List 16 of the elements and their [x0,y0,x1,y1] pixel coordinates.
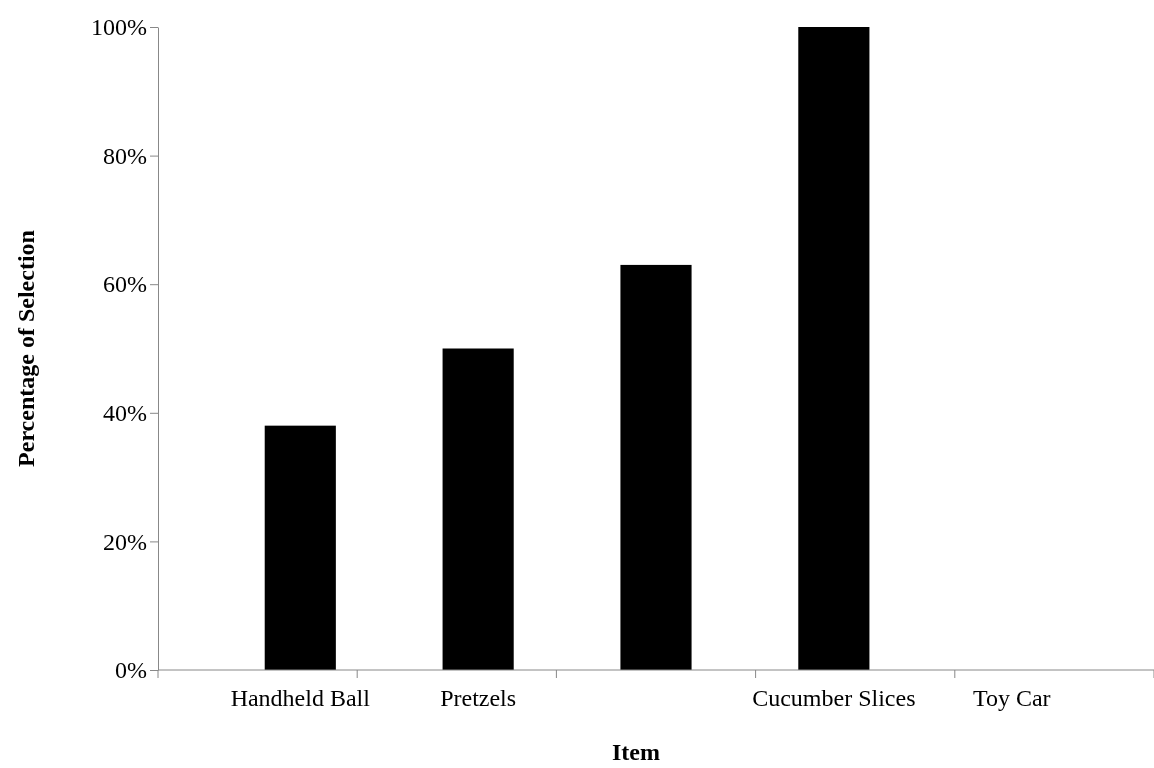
bar [264,425,336,670]
x-tick-label: Toy Car [972,685,1051,711]
bar [620,264,692,670]
y-tick-label: 80% [103,142,147,169]
y-tick-label: 60% [103,271,147,298]
x-tick-label: Handheld Ball [230,685,371,711]
y-axis-title: Percentage of Selection [13,230,39,467]
x-tick-label: Pretzels [440,685,517,711]
y-tick-label: 100% [91,14,147,41]
y-tick-label: 40% [103,399,147,426]
bar [798,27,870,670]
y-tick-label: 0% [115,657,147,684]
x-tick-label: Cucumber Slices [752,685,916,711]
y-tick-label: 20% [103,528,147,555]
x-axis-title: Item [612,739,660,765]
bar [442,348,514,670]
